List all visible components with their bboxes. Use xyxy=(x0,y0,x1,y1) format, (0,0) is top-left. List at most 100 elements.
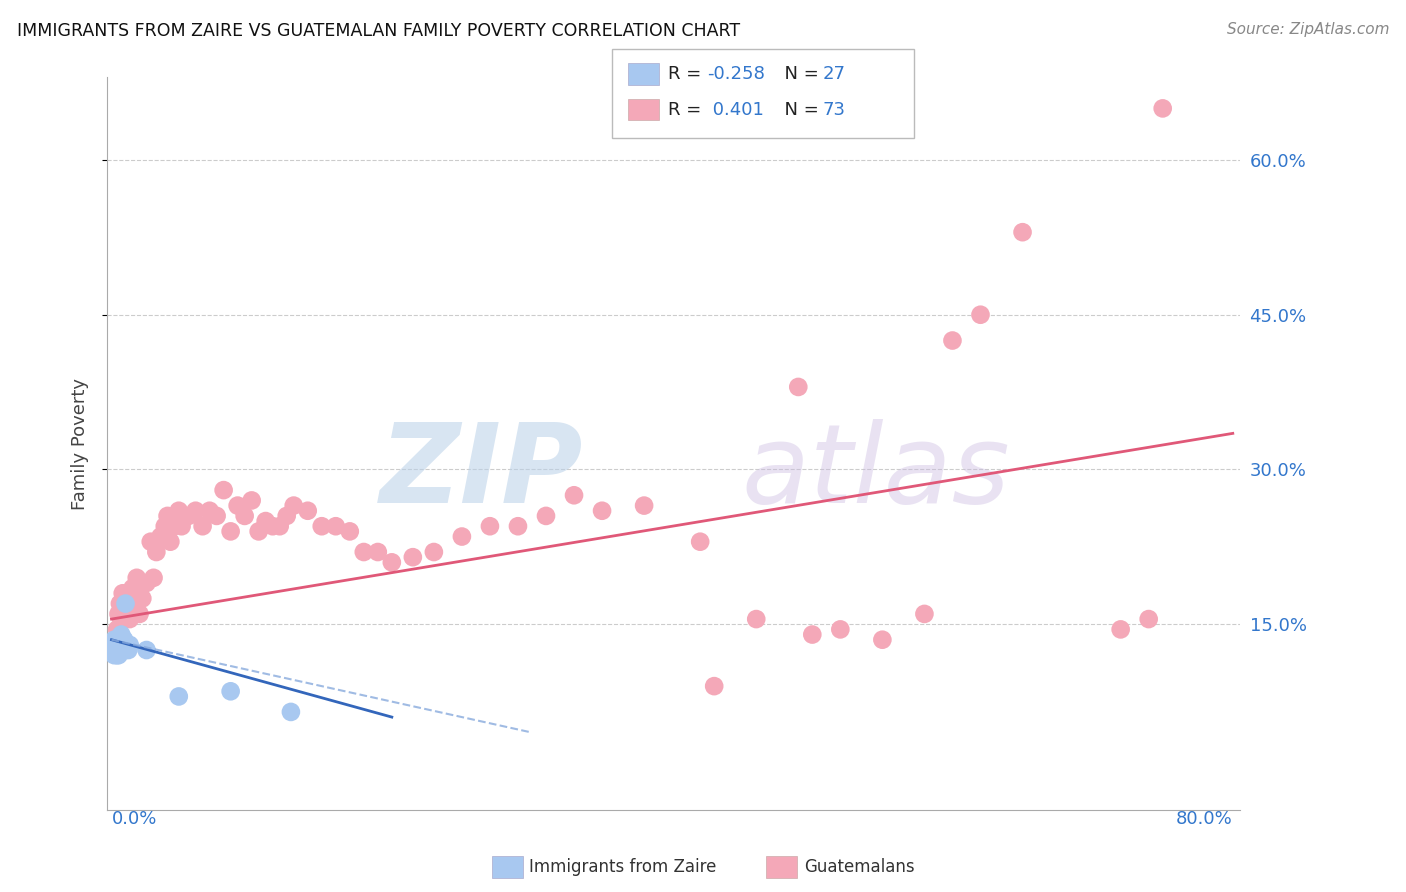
Point xyxy=(105,623,128,637)
Point xyxy=(111,643,134,657)
Point xyxy=(142,571,165,585)
Point xyxy=(103,632,125,647)
Point xyxy=(872,632,894,647)
Point xyxy=(311,519,333,533)
Point xyxy=(103,648,125,663)
Point xyxy=(118,612,141,626)
Point xyxy=(115,591,138,606)
Point xyxy=(107,638,129,652)
Text: 0.0%: 0.0% xyxy=(111,810,157,828)
Point xyxy=(110,612,132,626)
Point xyxy=(198,504,221,518)
Point xyxy=(104,643,127,657)
Point xyxy=(689,534,711,549)
Point xyxy=(478,519,501,533)
Point xyxy=(114,643,136,657)
Point xyxy=(114,597,136,611)
Point xyxy=(111,586,134,600)
Point xyxy=(184,504,207,518)
Point xyxy=(205,508,228,523)
Point xyxy=(117,586,139,600)
Point xyxy=(240,493,263,508)
Point xyxy=(1137,612,1160,626)
Point xyxy=(280,705,302,719)
Text: ZIP: ZIP xyxy=(380,419,583,526)
Point xyxy=(125,571,148,585)
Point xyxy=(787,380,810,394)
Point xyxy=(325,519,347,533)
Point xyxy=(105,648,128,663)
Text: Guatemalans: Guatemalans xyxy=(804,858,915,876)
Text: 73: 73 xyxy=(823,101,845,119)
Point xyxy=(233,508,256,523)
Point xyxy=(367,545,389,559)
Point xyxy=(1152,102,1174,116)
Text: -0.258: -0.258 xyxy=(707,65,765,83)
Point xyxy=(1109,623,1132,637)
Point xyxy=(423,545,446,559)
Point xyxy=(163,519,186,533)
Point xyxy=(451,530,474,544)
Point xyxy=(120,601,142,615)
Point xyxy=(104,638,127,652)
Point xyxy=(101,643,124,657)
Point xyxy=(219,684,242,698)
Point xyxy=(353,545,375,559)
Point xyxy=(247,524,270,539)
Point xyxy=(633,499,655,513)
Point xyxy=(562,488,585,502)
Point xyxy=(107,648,129,663)
Point xyxy=(121,581,143,595)
Text: Immigrants from Zaire: Immigrants from Zaire xyxy=(529,858,716,876)
Point xyxy=(115,638,138,652)
Point xyxy=(114,601,136,615)
Point xyxy=(506,519,529,533)
Text: R =: R = xyxy=(668,65,707,83)
Point xyxy=(131,591,153,606)
Y-axis label: Family Poverty: Family Poverty xyxy=(72,377,89,509)
Point xyxy=(177,508,200,523)
Point xyxy=(254,514,277,528)
Text: Source: ZipAtlas.com: Source: ZipAtlas.com xyxy=(1226,22,1389,37)
Point xyxy=(1011,225,1033,239)
Point xyxy=(153,519,176,533)
Point xyxy=(912,607,935,621)
Point xyxy=(402,550,425,565)
Point xyxy=(167,504,190,518)
Point xyxy=(276,508,298,523)
Point xyxy=(112,607,135,621)
Point xyxy=(941,334,963,348)
Point xyxy=(534,508,557,523)
Point xyxy=(745,612,768,626)
Point xyxy=(801,627,824,641)
Point xyxy=(105,632,128,647)
Point xyxy=(262,519,284,533)
Text: R =: R = xyxy=(668,101,707,119)
Point xyxy=(339,524,361,539)
Point xyxy=(219,524,242,539)
Point xyxy=(159,534,181,549)
Point xyxy=(108,638,131,652)
Point xyxy=(112,632,135,647)
Point xyxy=(269,519,291,533)
Point xyxy=(212,483,235,497)
Text: 80.0%: 80.0% xyxy=(1175,810,1233,828)
Point xyxy=(297,504,319,518)
Point xyxy=(111,632,134,647)
Point xyxy=(118,638,141,652)
Point xyxy=(112,638,135,652)
Point xyxy=(226,499,249,513)
Point xyxy=(283,499,305,513)
Point xyxy=(167,690,190,704)
Point xyxy=(381,555,404,569)
Point xyxy=(110,627,132,641)
Point xyxy=(122,597,145,611)
Point xyxy=(156,508,179,523)
Text: 27: 27 xyxy=(823,65,845,83)
Point xyxy=(139,534,162,549)
Point xyxy=(191,519,214,533)
Point xyxy=(591,504,613,518)
Text: 0.401: 0.401 xyxy=(707,101,763,119)
Point xyxy=(117,643,139,657)
Point xyxy=(149,530,172,544)
